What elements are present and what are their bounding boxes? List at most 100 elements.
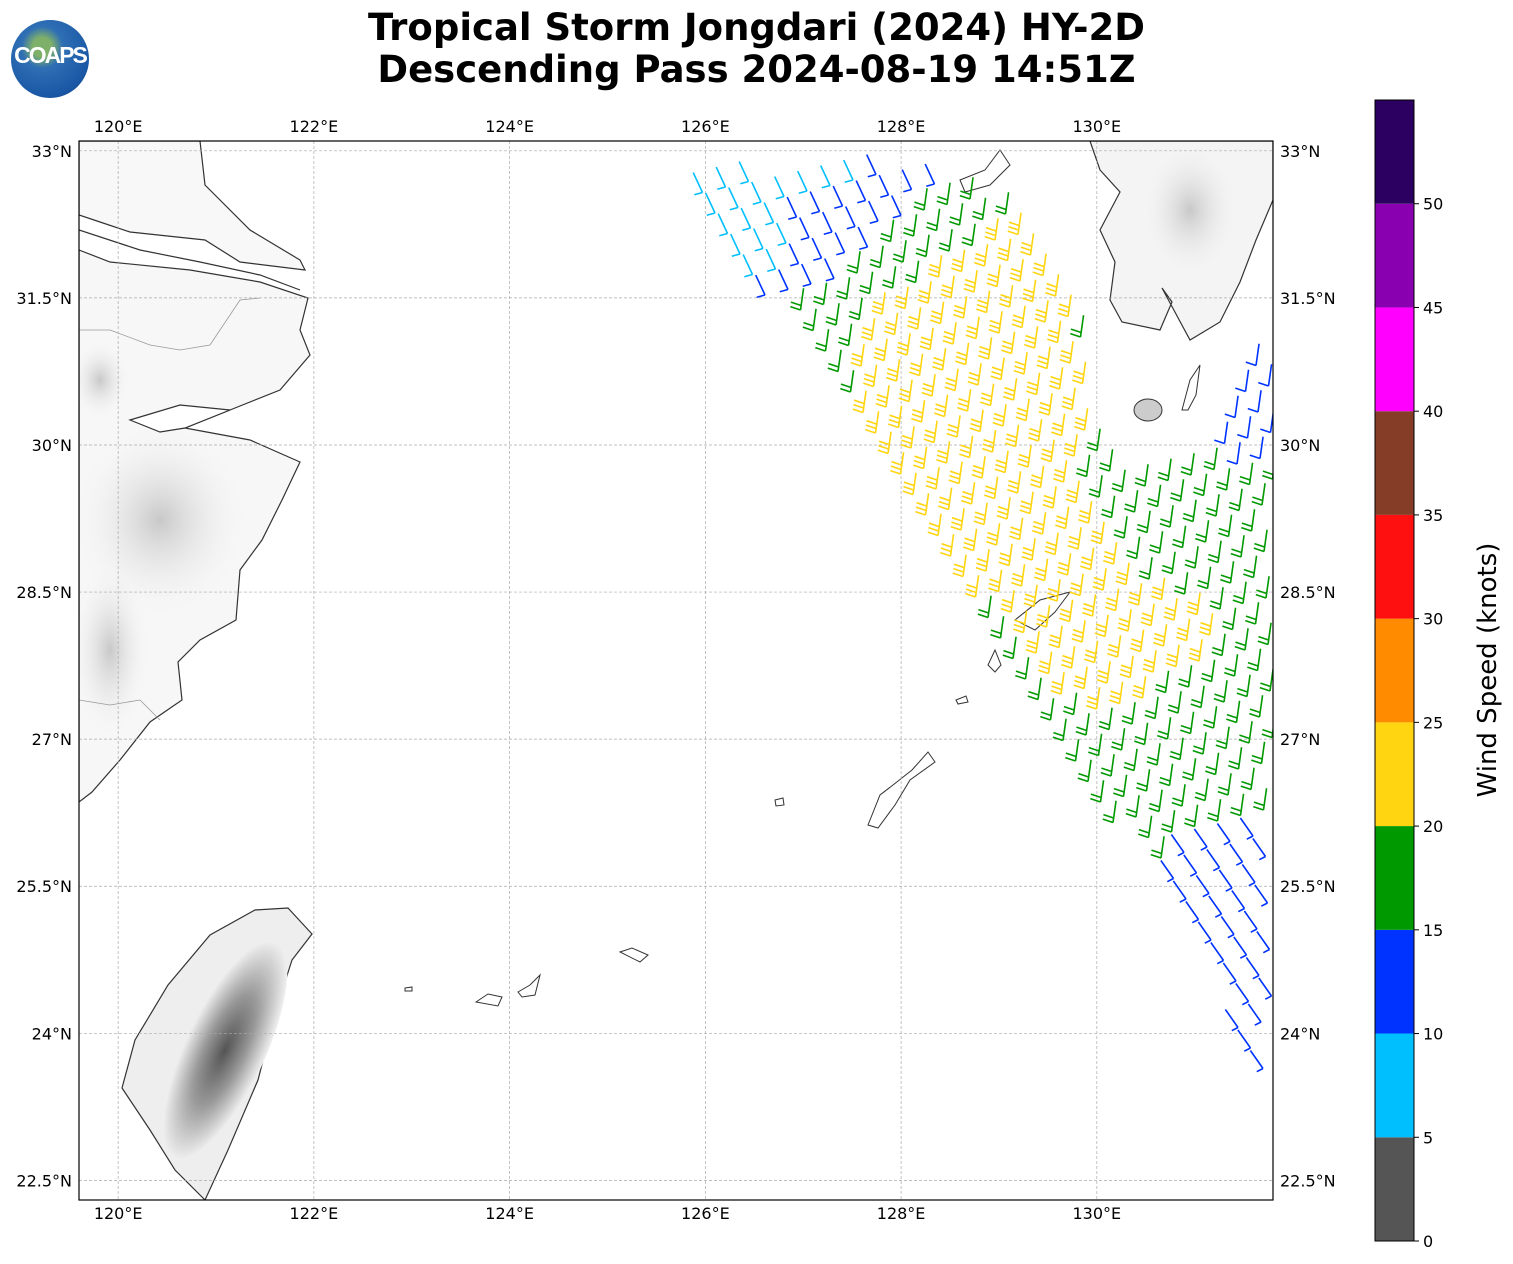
lat-tick-left: 27°N bbox=[32, 730, 72, 749]
wind-barb bbox=[1258, 364, 1273, 387]
wind-barb bbox=[825, 303, 840, 326]
wind-barb bbox=[1015, 657, 1030, 680]
wind-barb bbox=[1082, 594, 1097, 617]
wind-barb bbox=[921, 374, 936, 397]
wind-barb bbox=[727, 187, 739, 211]
wind-barb bbox=[1203, 447, 1218, 471]
wind-barb bbox=[1197, 566, 1212, 590]
wind-barb bbox=[932, 348, 947, 371]
wind-barb bbox=[1194, 778, 1209, 802]
wind-barb bbox=[1180, 453, 1195, 476]
wind-barb bbox=[1215, 726, 1230, 750]
lon-tick-top: 128°E bbox=[877, 117, 926, 136]
yangtze-river bbox=[79, 229, 301, 291]
wind-barb bbox=[1222, 962, 1237, 985]
wind-barb bbox=[1105, 588, 1120, 612]
okinawa bbox=[867, 751, 936, 829]
wind-barb bbox=[729, 233, 741, 257]
wind-barb bbox=[846, 251, 861, 274]
wind-barb bbox=[926, 208, 941, 232]
wind-barb bbox=[1207, 540, 1222, 564]
colorbar-tick-label: 40 bbox=[1423, 402, 1443, 421]
wind-barb bbox=[1193, 473, 1208, 497]
wind-barb bbox=[1009, 517, 1024, 541]
wind-barb bbox=[1020, 233, 1035, 256]
island bbox=[618, 947, 649, 963]
wind-barb bbox=[857, 226, 869, 250]
wind-barb bbox=[995, 192, 1010, 215]
wind-barb bbox=[1252, 838, 1267, 861]
lon-tick-bottom: 128°E bbox=[877, 1204, 926, 1223]
wind-barb bbox=[1256, 931, 1271, 954]
wind-barb bbox=[863, 364, 878, 388]
lat-tick-left: 24°N bbox=[32, 1024, 72, 1043]
wind-barb bbox=[1224, 1009, 1239, 1032]
lat-tick-right: 27°N bbox=[1280, 730, 1320, 749]
lon-tick-top: 126°E bbox=[681, 117, 730, 136]
wind-barb bbox=[1249, 436, 1264, 460]
wind-barb bbox=[1146, 743, 1161, 766]
wind-barb bbox=[896, 333, 911, 356]
wind-barb bbox=[1149, 531, 1164, 554]
wind-barb bbox=[1072, 361, 1087, 385]
colorbar-tick-label: 5 bbox=[1423, 1128, 1433, 1147]
lat-tick-left: 31.5°N bbox=[16, 289, 72, 308]
wind-barb bbox=[1197, 921, 1212, 944]
wind-barb bbox=[911, 400, 926, 423]
miyako-island bbox=[474, 993, 503, 1007]
wind-barb bbox=[984, 476, 999, 500]
wind-barb bbox=[1084, 640, 1099, 664]
wind-barb bbox=[1001, 331, 1016, 355]
wind-barb bbox=[1214, 421, 1229, 445]
wind-barb bbox=[1247, 648, 1262, 672]
wind-barb bbox=[842, 159, 854, 183]
wind-barb bbox=[786, 196, 798, 220]
colorbar-tick-label: 25 bbox=[1423, 713, 1443, 732]
wind-barb bbox=[1034, 300, 1049, 323]
wind-barb bbox=[1057, 553, 1072, 576]
lat-tick-right: 24°N bbox=[1280, 1024, 1320, 1043]
wind-barb bbox=[1067, 527, 1082, 550]
map-frame bbox=[78, 140, 1274, 1201]
wind-barb bbox=[763, 202, 775, 226]
wind-barb bbox=[1224, 395, 1239, 419]
wind-barb bbox=[1017, 445, 1032, 468]
island bbox=[955, 695, 969, 705]
wind-barb bbox=[844, 206, 856, 230]
wind-barb bbox=[961, 482, 976, 505]
lat-tick-right: 31.5°N bbox=[1280, 289, 1336, 308]
wind-barb bbox=[1231, 890, 1246, 913]
lon-tick-top: 130°E bbox=[1073, 117, 1122, 136]
colorbar-tick-label: 30 bbox=[1423, 610, 1443, 629]
wind-barb bbox=[1057, 294, 1072, 318]
wind-barb bbox=[1086, 428, 1101, 452]
wind-barb bbox=[1111, 469, 1126, 493]
wind-barb bbox=[1169, 737, 1184, 761]
wind-barb bbox=[1107, 635, 1122, 658]
wind-barb bbox=[1174, 572, 1189, 595]
wind-barb bbox=[752, 228, 764, 252]
wind-barb bbox=[1188, 639, 1203, 662]
lon-tick-top: 122°E bbox=[290, 117, 339, 136]
wind-barb bbox=[838, 323, 853, 347]
wind-barb bbox=[882, 266, 897, 289]
wind-barb bbox=[1047, 320, 1062, 344]
wind-barb bbox=[1117, 609, 1132, 632]
wind-barb bbox=[777, 269, 789, 293]
wind-barb bbox=[955, 342, 970, 366]
wind-barb bbox=[775, 222, 787, 246]
lat-tick-left: 33°N bbox=[32, 142, 72, 161]
colorbar-frame bbox=[1374, 99, 1415, 1242]
wind-barb bbox=[1253, 788, 1268, 811]
wind-barb bbox=[1003, 378, 1018, 401]
wind-barb bbox=[1251, 741, 1266, 765]
wind-barb bbox=[1113, 774, 1128, 798]
wind-barb bbox=[750, 181, 762, 205]
coaps-logo: COAPS bbox=[11, 20, 89, 98]
wind-barb bbox=[1045, 274, 1060, 297]
wind-barb bbox=[1192, 732, 1207, 755]
wind-barb bbox=[1013, 352, 1028, 375]
wind-barb bbox=[1034, 558, 1049, 582]
colorbar-bin bbox=[1375, 1033, 1414, 1138]
wind-barb bbox=[1182, 499, 1197, 523]
